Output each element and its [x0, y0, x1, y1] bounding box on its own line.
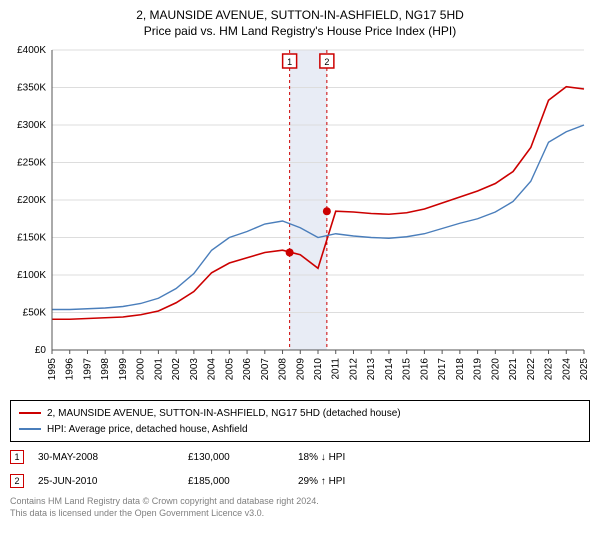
svg-text:1997: 1997	[82, 358, 93, 381]
svg-text:2020: 2020	[490, 358, 501, 381]
svg-text:2009: 2009	[295, 358, 306, 381]
svg-text:2018: 2018	[455, 358, 466, 381]
page-subtitle: Price paid vs. HM Land Registry's House …	[10, 24, 590, 38]
sale-marker-icon: 1	[10, 450, 24, 464]
svg-text:2004: 2004	[207, 358, 218, 381]
svg-text:£150K: £150K	[17, 233, 46, 244]
legend-label: 2, MAUNSIDE AVENUE, SUTTON-IN-ASHFIELD, …	[47, 408, 401, 419]
sale-marker-icon: 2	[10, 474, 24, 488]
svg-text:1996: 1996	[65, 358, 76, 381]
svg-text:2010: 2010	[313, 358, 324, 381]
sale-date: 30-MAY-2008	[38, 452, 188, 463]
svg-text:2015: 2015	[402, 358, 413, 381]
footer-attribution: Contains HM Land Registry data © Crown c…	[10, 496, 590, 519]
svg-text:£50K: £50K	[23, 308, 47, 319]
svg-text:2022: 2022	[526, 358, 537, 381]
svg-text:2016: 2016	[419, 358, 430, 381]
svg-text:2005: 2005	[224, 358, 235, 381]
svg-text:2008: 2008	[278, 358, 289, 381]
svg-text:2023: 2023	[544, 358, 555, 381]
footer-line: Contains HM Land Registry data © Crown c…	[10, 496, 590, 508]
svg-text:1995: 1995	[47, 358, 58, 381]
sale-price: £185,000	[188, 476, 298, 487]
legend-box: 2, MAUNSIDE AVENUE, SUTTON-IN-ASHFIELD, …	[10, 400, 590, 442]
legend-row: HPI: Average price, detached house, Ashf…	[19, 421, 581, 437]
price-chart: £0 £50K £100K £150K £200K £250K £300K £350K £400…	[10, 44, 590, 394]
sale-delta: 29% ↑ HPI	[298, 476, 398, 487]
sale-delta: 18% ↓ HPI	[298, 452, 398, 463]
svg-text:2: 2	[324, 57, 329, 67]
svg-text:£0: £0	[35, 345, 47, 356]
svg-text:2006: 2006	[242, 358, 253, 381]
svg-text:2017: 2017	[437, 358, 448, 381]
svg-text:2002: 2002	[171, 358, 182, 381]
svg-text:2024: 2024	[561, 358, 572, 381]
svg-text:1: 1	[287, 57, 292, 67]
svg-text:2021: 2021	[508, 358, 519, 381]
svg-text:2000: 2000	[136, 358, 147, 381]
legend-swatch	[19, 412, 41, 414]
page-title: 2, MAUNSIDE AVENUE, SUTTON-IN-ASHFIELD, …	[10, 8, 590, 22]
svg-text:2003: 2003	[189, 358, 200, 381]
svg-text:£250K: £250K	[17, 158, 46, 169]
svg-text:£350K: £350K	[17, 83, 46, 94]
svg-text:2014: 2014	[384, 358, 395, 381]
svg-text:£400K: £400K	[17, 45, 46, 56]
sales-table: 1 30-MAY-2008 £130,000 18% ↓ HPI 2 25-JU…	[10, 450, 590, 488]
legend-label: HPI: Average price, detached house, Ashf…	[47, 424, 248, 435]
svg-text:2019: 2019	[473, 358, 484, 381]
legend-row: 2, MAUNSIDE AVENUE, SUTTON-IN-ASHFIELD, …	[19, 405, 581, 421]
svg-text:2012: 2012	[348, 358, 359, 381]
legend-swatch	[19, 428, 41, 430]
svg-text:2001: 2001	[153, 358, 164, 381]
svg-text:£100K: £100K	[17, 270, 46, 281]
svg-text:1998: 1998	[100, 358, 111, 381]
svg-text:2013: 2013	[366, 358, 377, 381]
sale-date: 25-JUN-2010	[38, 476, 188, 487]
svg-text:2011: 2011	[331, 358, 342, 380]
svg-text:£200K: £200K	[17, 195, 46, 206]
sale-row: 2 25-JUN-2010 £185,000 29% ↑ HPI	[10, 474, 590, 488]
svg-text:2025: 2025	[579, 358, 590, 381]
sale-row: 1 30-MAY-2008 £130,000 18% ↓ HPI	[10, 450, 590, 464]
sale-price: £130,000	[188, 452, 298, 463]
svg-text:2007: 2007	[260, 358, 271, 381]
svg-text:1999: 1999	[118, 358, 129, 381]
title-block: 2, MAUNSIDE AVENUE, SUTTON-IN-ASHFIELD, …	[10, 8, 590, 38]
svg-text:£300K: £300K	[17, 120, 46, 131]
footer-line: This data is licensed under the Open Gov…	[10, 508, 590, 520]
